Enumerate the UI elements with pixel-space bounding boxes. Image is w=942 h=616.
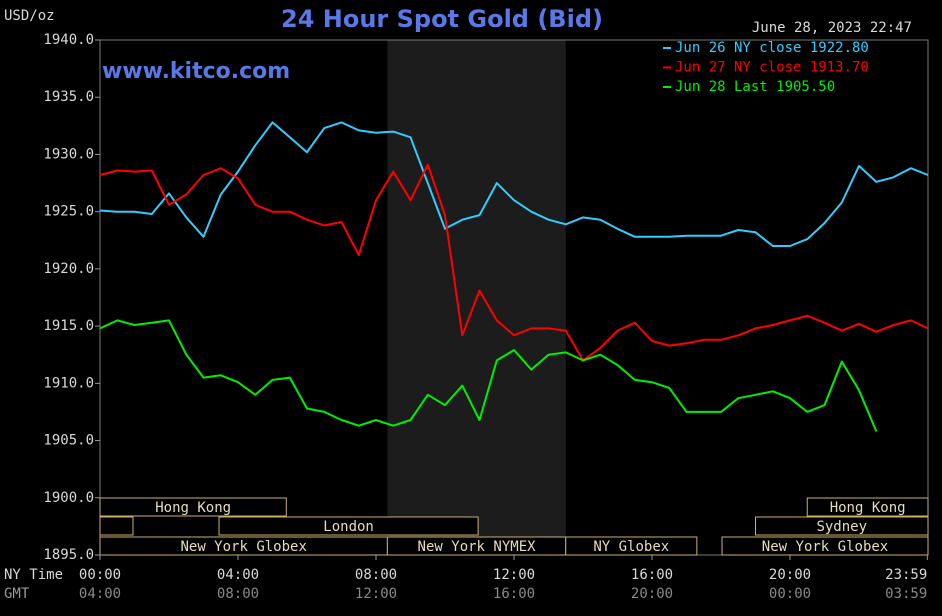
legend-label: Jun 26 NY close 1922.80 xyxy=(675,40,869,56)
session-box xyxy=(565,536,698,556)
x-tick-label: 08:00 xyxy=(355,567,397,583)
session-label: New York NYMEX xyxy=(418,539,537,555)
y-tick-label: 1925.0 xyxy=(43,204,94,220)
session-label: Hong Kong xyxy=(830,500,906,516)
session-box xyxy=(99,516,134,536)
series-line xyxy=(99,163,929,362)
x2-tick-label: 08:00 xyxy=(217,586,259,602)
y-tick-label: 1910.0 xyxy=(43,375,94,391)
legend-label: Jun 28 Last 1905.50 xyxy=(675,79,835,95)
x2-tick-label: 12:00 xyxy=(355,586,397,602)
x-tick-label: 12:00 xyxy=(493,567,535,583)
y-tick-label: 1900.0 xyxy=(43,490,94,506)
series-line xyxy=(99,319,878,432)
x2-tick-label: 16:00 xyxy=(493,586,535,602)
session-box xyxy=(721,536,929,556)
x-tick-label: 16:00 xyxy=(631,567,673,583)
y-tick-label: 1915.0 xyxy=(43,318,94,334)
unit-label: USD/oz xyxy=(4,8,55,24)
session-box xyxy=(99,497,287,517)
y-tick-label: 1940.0 xyxy=(43,32,94,48)
x-tick-label: 20:00 xyxy=(769,567,811,583)
x-axis-label: NY Time xyxy=(4,567,63,583)
session-box xyxy=(806,497,929,517)
session-label: Hong Kong xyxy=(155,500,231,516)
x-tick-label: 04:00 xyxy=(217,567,259,583)
session-box xyxy=(218,516,479,536)
timestamp: June 28, 2023 22:47 xyxy=(752,20,912,36)
x2-tick-label: 04:00 xyxy=(79,586,121,602)
chart-title: 24 Hour Spot Gold (Bid) xyxy=(281,5,603,33)
session-label: London xyxy=(323,519,374,535)
series-line xyxy=(99,121,929,247)
y-tick-label: 1935.0 xyxy=(43,89,94,105)
y-tick-label: 1930.0 xyxy=(43,146,94,162)
session-label: Sydney xyxy=(816,519,867,535)
session-box xyxy=(755,516,929,536)
session-label: New York Globex xyxy=(180,539,306,555)
x-tick-label: 23:59 xyxy=(885,567,927,583)
session-label: NY Globex xyxy=(593,539,669,555)
y-tick-label: 1895.0 xyxy=(43,547,94,563)
y-tick-label: 1905.0 xyxy=(43,433,94,449)
session-label: New York Globex xyxy=(762,539,888,555)
watermark: www.kitco.com xyxy=(102,59,290,84)
x2-tick-label: 00:00 xyxy=(769,586,811,602)
y-tick-label: 1920.0 xyxy=(43,261,94,277)
x2-tick-label: 03:59 xyxy=(885,586,927,602)
x2-tick-label: 20:00 xyxy=(631,586,673,602)
x2-axis-label: GMT xyxy=(4,586,30,602)
legend-label: Jun 27 NY close 1913.70 xyxy=(675,60,869,76)
x-tick-label: 00:00 xyxy=(79,567,121,583)
